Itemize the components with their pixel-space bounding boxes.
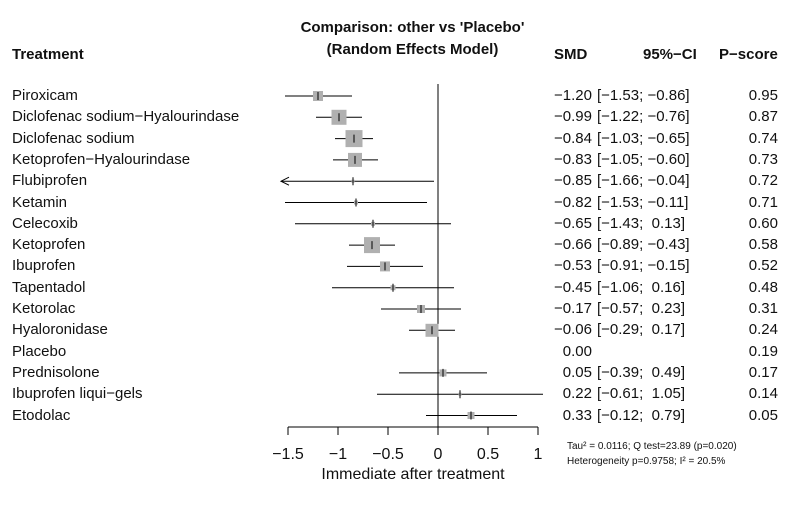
treatment-label: Ketoprofen (12, 236, 86, 254)
treatment-label: Ketoprofen−Hyalourindase (12, 150, 191, 168)
ci-value: [−1.22; −0.76] (597, 108, 690, 126)
smd-column-header: SMD (554, 46, 588, 63)
pscore-value: 0.31 (748, 300, 778, 317)
treatment-column-header: Treatment (12, 46, 84, 63)
heterogeneity-stats-line2: Heterogeneity p=0.9758; I² = 20.5% (567, 456, 726, 467)
smd-value: −0.82 (554, 193, 592, 211)
ci-value: [−0.91; −0.15] (597, 257, 690, 275)
chart-title: Comparison: other vs 'Placebo' (300, 19, 525, 36)
x-tick-label: 0.5 (477, 446, 499, 463)
smd-value: −0.66 (554, 236, 592, 254)
treatment-label: Prednisolone (12, 363, 100, 381)
x-tick-label: −1.5 (272, 446, 304, 463)
ci-value: [−0.12; 0.79] (597, 406, 685, 424)
pscore-value: 0.24 (748, 321, 778, 339)
pscore-value: 0.95 (748, 87, 778, 104)
smd-value: 0.22 (562, 385, 592, 403)
treatment-label: Ibuprofen liqui−gels (12, 385, 143, 403)
chart-subtitle: (Random Effects Model) (326, 41, 499, 58)
smd-value: −0.65 (554, 214, 592, 232)
treatment-label: Celecoxib (12, 214, 78, 232)
ci-column-header: 95%−CI (643, 46, 697, 63)
treatment-label: Ketorolac (12, 300, 76, 317)
smd-value: −0.85 (554, 172, 592, 190)
pscore-value: 0.52 (748, 257, 778, 275)
smd-value: 0.05 (562, 363, 592, 381)
smd-value: −0.06 (554, 321, 592, 339)
smd-value: −0.84 (554, 129, 592, 147)
ci-value: [−1.05; −0.60] (597, 150, 690, 168)
pscore-value: 0.19 (748, 342, 778, 360)
x-axis-label: Immediate after treatment (321, 466, 505, 483)
pscore-value: 0.87 (748, 108, 778, 126)
ci-value: [−0.39; 0.49] (597, 363, 685, 381)
ci-value: [−0.29; 0.17] (597, 321, 685, 339)
heterogeneity-stats-line1: Tau² = 0.0116; Q test=23.89 (p=0.020) (567, 441, 737, 452)
pscore-value: 0.71 (748, 193, 778, 211)
pscore-value: 0.60 (748, 214, 778, 232)
ci-value: [−1.03; −0.65] (597, 129, 690, 147)
pscore-value: 0.14 (748, 385, 778, 403)
smd-value: −1.20 (554, 87, 592, 104)
smd-value: −0.83 (554, 150, 592, 168)
treatment-label: Diclofenac sodium (12, 129, 135, 147)
pscore-value: 0.48 (748, 278, 778, 296)
pscore-value: 0.74 (748, 129, 778, 147)
pscore-value: 0.17 (748, 363, 778, 381)
treatment-label: Hyaloronidase (12, 321, 108, 339)
treatment-label: Flubiprofen (12, 172, 88, 190)
x-tick-label: −1 (329, 446, 347, 463)
smd-value: 0.33 (562, 406, 592, 424)
smd-value: −0.45 (554, 278, 592, 296)
smd-value: −0.53 (554, 257, 592, 275)
treatment-label: Ibuprofen (12, 257, 76, 275)
ci-value: [−1.53; −0.86] (597, 87, 690, 104)
ci-value: [−1.53; −0.11] (597, 193, 689, 211)
treatment-label: Etodolac (12, 406, 71, 424)
smd-value: 0.00 (562, 342, 592, 360)
treatment-label: Ketamin (12, 193, 68, 211)
ci-value: [−0.61; 1.05] (597, 385, 685, 403)
treatment-label: Placebo (12, 342, 67, 360)
x-tick-label: 0 (434, 446, 443, 463)
pscore-value: 0.58 (748, 236, 778, 254)
smd-value: −0.17 (554, 300, 592, 317)
treatment-label: Diclofenac sodium−Hyalourindase (12, 108, 240, 126)
ci-value: [−0.57; 0.23] (597, 300, 685, 317)
smd-value: −0.99 (554, 108, 592, 126)
ci-value: [−1.66; −0.04] (597, 172, 690, 190)
pscore-value: 0.72 (748, 172, 778, 190)
ci-value: [−1.06; 0.16] (597, 278, 685, 296)
ci-value: [−1.43; 0.13] (597, 214, 685, 232)
pscore-column-header: P−score (719, 46, 778, 63)
ci-value: [−0.89; −0.43] (597, 236, 690, 254)
pscore-value: 0.05 (748, 406, 778, 424)
x-tick-label: −0.5 (372, 446, 404, 463)
ci-arrow-left (279, 176, 290, 186)
treatment-label: Piroxicam (12, 87, 78, 104)
x-tick-label: 1 (534, 446, 543, 463)
pscore-value: 0.73 (748, 150, 778, 168)
treatment-label: Tapentadol (12, 278, 86, 296)
